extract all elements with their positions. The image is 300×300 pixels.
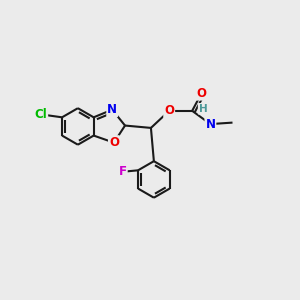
Text: H: H xyxy=(199,104,207,114)
Text: O: O xyxy=(196,87,207,100)
Text: F: F xyxy=(119,165,127,178)
Text: O: O xyxy=(109,136,119,149)
Text: N: N xyxy=(206,118,215,130)
Text: N: N xyxy=(107,103,117,116)
Text: O: O xyxy=(164,104,174,117)
Text: Cl: Cl xyxy=(34,108,47,121)
